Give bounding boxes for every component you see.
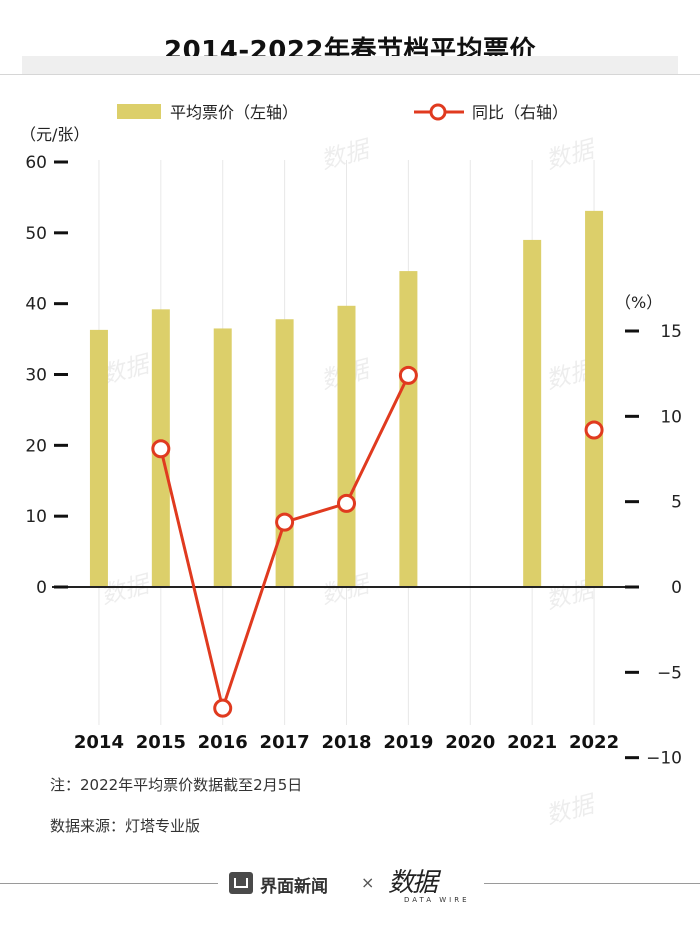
- title-underline-band: [22, 56, 678, 74]
- category-label: 2014: [74, 732, 124, 753]
- category-label: 2020: [445, 732, 495, 753]
- left-axis: 0 10 20 30 40 50 60: [25, 153, 68, 598]
- line-point-2019: [398, 365, 418, 385]
- bar-2016: [213, 328, 232, 587]
- footer-brand: 界面新闻: [260, 877, 328, 897]
- legend-line-label: 同比（右轴）: [472, 103, 568, 122]
- chart-note: 注：2022年平均票价数据截至2月5日: [50, 776, 303, 794]
- bar-2019: [399, 271, 418, 587]
- bar-series: [89, 210, 604, 587]
- bar-2018: [337, 305, 356, 587]
- right-tick-label: −10: [646, 749, 682, 769]
- category-label: 2019: [383, 732, 433, 753]
- left-tick-label: 0: [36, 578, 47, 598]
- data-source: 数据来源：灯塔专业版: [50, 817, 201, 835]
- category-label: 2018: [321, 732, 371, 753]
- footer-times: ×: [361, 873, 375, 892]
- right-tick-label: 10: [660, 407, 682, 427]
- bar-2017: [275, 319, 294, 587]
- category-axis: 2014 2015 2016 2017 2018 2019 2020 2021 2022: [74, 732, 619, 753]
- left-tick-label: 60: [25, 153, 47, 173]
- bar-2021: [523, 239, 542, 587]
- category-label: 2022: [569, 732, 619, 753]
- left-tick-label: 30: [25, 366, 47, 386]
- right-tick-label: −5: [657, 663, 682, 683]
- left-tick-label: 50: [25, 224, 47, 244]
- bar-2014: [89, 329, 108, 587]
- right-tick-label: 5: [671, 493, 682, 513]
- category-label: 2017: [260, 732, 310, 753]
- legend-bar-label: 平均票价（左轴）: [170, 103, 298, 122]
- line-point-2017: [275, 512, 295, 532]
- datawire-logo: 数据: [388, 868, 438, 898]
- line-point-2018: [337, 493, 356, 513]
- right-axis-unit: （%）: [615, 293, 662, 312]
- right-axis: −10 −5 0 5 10 15: [625, 322, 682, 769]
- category-label: 2021: [507, 732, 557, 753]
- right-tick-label: 0: [671, 578, 682, 598]
- legend-line-marker: [429, 103, 447, 121]
- legend-bar-swatch: [117, 104, 161, 119]
- category-label: 2015: [136, 732, 186, 753]
- bar-2022: [585, 210, 604, 587]
- line-series: [151, 365, 604, 718]
- title-rule: [0, 74, 700, 75]
- category-label: 2016: [198, 732, 248, 753]
- footer-rule-right: [484, 883, 700, 884]
- line-point-2015: [151, 439, 171, 459]
- left-tick-label: 40: [25, 295, 47, 315]
- left-axis-unit: （元/张）: [20, 125, 89, 144]
- jiemian-logo-icon: [229, 872, 253, 894]
- legend: 平均票价（左轴） 同比（右轴）: [117, 103, 568, 122]
- right-tick-label: 15: [660, 322, 682, 342]
- left-tick-label: 10: [25, 507, 47, 527]
- datawire-logo-sub: DATA WIRE: [404, 896, 470, 904]
- line-point-2016: [213, 698, 233, 718]
- line-point-2022: [584, 420, 604, 440]
- footer-rule-left: [0, 883, 218, 884]
- left-tick-label: 20: [25, 436, 47, 456]
